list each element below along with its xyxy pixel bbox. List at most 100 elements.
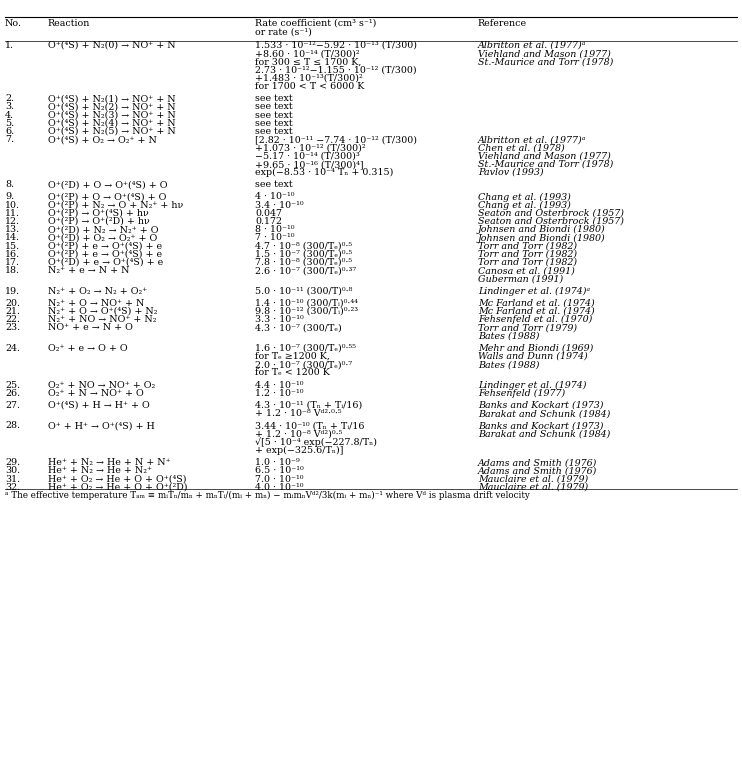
Text: O⁺(⁴S) + N₂(0) → NO⁺ + N: O⁺(⁴S) + N₂(0) → NO⁺ + N [48,41,176,50]
Text: O₂⁺ + e → O + O: O₂⁺ + e → O + O [48,344,128,353]
Text: 1.: 1. [5,41,14,50]
Text: 8 · 10⁻¹⁰: 8 · 10⁻¹⁰ [255,225,295,234]
Text: 2.0 · 10⁻⁷ (300/Tₑ)⁰·⁷: 2.0 · 10⁻⁷ (300/Tₑ)⁰·⁷ [255,360,352,369]
Text: 4.3 · 10⁻⁷ (300/Tₑ): 4.3 · 10⁻⁷ (300/Tₑ) [255,323,342,333]
Text: 18.: 18. [5,266,20,275]
Text: 4.: 4. [5,111,14,120]
Text: Torr and Torr (1982): Torr and Torr (1982) [478,250,577,259]
Text: 1.4 · 10⁻¹⁰ (300/Tᵢ)⁰·⁴⁴: 1.4 · 10⁻¹⁰ (300/Tᵢ)⁰·⁴⁴ [255,299,358,308]
Text: O⁺(²P) + e → O⁺(⁴S) + e: O⁺(²P) + e → O⁺(⁴S) + e [48,241,162,251]
Text: 27.: 27. [5,401,20,410]
Text: 4.4 · 10⁻¹⁰: 4.4 · 10⁻¹⁰ [255,381,303,390]
Text: Johnsen and Biondi (1980): Johnsen and Biondi (1980) [478,225,605,234]
Text: Torr and Torr (1979): Torr and Torr (1979) [478,323,577,333]
Text: + 1.2 · 10⁻⁸ Vᵈ²)⁰·⁵: + 1.2 · 10⁻⁸ Vᵈ²)⁰·⁵ [255,429,342,439]
Text: + 1.2 · 10⁻⁸ Vᵈ²·⁰·⁵: + 1.2 · 10⁻⁸ Vᵈ²·⁰·⁵ [255,409,341,418]
Text: 10.: 10. [5,201,20,210]
Text: 9.: 9. [5,192,14,202]
Text: Mc Farland et al. (1974): Mc Farland et al. (1974) [478,307,595,316]
Text: Banks and Kockart (1973): Banks and Kockart (1973) [478,421,603,431]
Text: 20.: 20. [5,299,20,308]
Text: 1.5 · 10⁻⁷ (300/Tₑ)⁰·⁵: 1.5 · 10⁻⁷ (300/Tₑ)⁰·⁵ [255,250,352,259]
Text: 4 · 10⁻¹⁰: 4 · 10⁻¹⁰ [255,192,295,202]
Text: 3.3 · 10⁻¹⁰: 3.3 · 10⁻¹⁰ [255,315,303,324]
Text: Fehsenfeld et al. (1970): Fehsenfeld et al. (1970) [478,315,592,324]
Text: Seaton and Osterbrock (1957): Seaton and Osterbrock (1957) [478,209,624,218]
Text: for Tₑ ≥1200 K,: for Tₑ ≥1200 K, [255,352,330,361]
Text: Bates (1988): Bates (1988) [478,332,539,340]
Text: + exp(−325.6/Tₙ)]: + exp(−325.6/Tₙ)] [255,446,344,455]
Text: for Tₑ < 1200 K: for Tₑ < 1200 K [255,368,330,377]
Text: O⁺(⁴S) + N₂(2) → NO⁺ + N: O⁺(⁴S) + N₂(2) → NO⁺ + N [48,102,176,111]
Text: St.-Maurice and Torr (1978): St.-Maurice and Torr (1978) [478,160,614,169]
Text: ᵃ The effective temperature Tₐₘ ≡ mᵢTₙ/mₙ + mₙTᵢ/(mᵢ + mₙ) − mᵢmₙVᵈ²/3k(mᵢ + mₙ): ᵃ The effective temperature Tₐₘ ≡ mᵢTₙ/m… [5,491,530,500]
Text: 5.0 · 10⁻¹¹ (300/T)⁰·⁸: 5.0 · 10⁻¹¹ (300/T)⁰·⁸ [255,287,352,295]
Text: [2.82 · 10⁻¹¹ −7.74 · 10⁻¹² (T/300): [2.82 · 10⁻¹¹ −7.74 · 10⁻¹² (T/300) [255,136,417,144]
Text: Mehr and Biondi (1969): Mehr and Biondi (1969) [478,344,594,353]
Text: Seaton and Osterbrock (1957): Seaton and Osterbrock (1957) [478,217,624,226]
Text: He⁺ + N₂ → He + N + N⁺: He⁺ + N₂ → He + N + N⁺ [48,458,171,467]
Text: Mc Farland et al. (1974): Mc Farland et al. (1974) [478,299,595,308]
Text: Chang et al. (1993): Chang et al. (1993) [478,192,571,202]
Text: O⁺(²P) → O⁺(⁴S) + hν: O⁺(²P) → O⁺(⁴S) + hν [48,209,148,218]
Text: see text: see text [255,119,292,128]
Text: 14.: 14. [5,234,20,242]
Text: O⁺ + H⁺ → O⁺(⁴S) + H: O⁺ + H⁺ → O⁺(⁴S) + H [48,421,155,431]
Text: Chang et al. (1993): Chang et al. (1993) [478,201,571,210]
Text: 7.0 · 10⁻¹⁰: 7.0 · 10⁻¹⁰ [255,474,303,484]
Text: 23.: 23. [5,323,20,333]
Text: 4.3 · 10⁻¹¹ (Tₙ + Tᵢ/16): 4.3 · 10⁻¹¹ (Tₙ + Tᵢ/16) [255,401,362,410]
Text: 9.8 · 10⁻¹² (300/Tᵢ)⁰·²³: 9.8 · 10⁻¹² (300/Tᵢ)⁰·²³ [255,307,358,316]
Text: O⁺(²P) + O → O⁺(⁴S) + O: O⁺(²P) + O → O⁺(⁴S) + O [48,192,166,202]
Text: No.: No. [5,19,22,28]
Text: He⁺ + O₂ → He + O + O⁺(⁴S): He⁺ + O₂ → He + O + O⁺(⁴S) [48,474,186,484]
Text: see text: see text [255,127,292,136]
Text: 0.047: 0.047 [255,209,282,218]
Text: 17.: 17. [5,258,20,267]
Text: Walls and Dunn (1974): Walls and Dunn (1974) [478,352,588,361]
Text: Bates (1988): Bates (1988) [478,360,539,369]
Text: Barakat and Schunk (1984): Barakat and Schunk (1984) [478,429,611,439]
Text: 2.: 2. [5,94,14,103]
Text: Viehland and Mason (1977): Viehland and Mason (1977) [478,152,611,160]
Text: +8.60 · 10⁻¹⁴ (T/300)²: +8.60 · 10⁻¹⁴ (T/300)² [255,49,360,58]
Text: Albritton et al. (1977)ᵃ: Albritton et al. (1977)ᵃ [478,41,586,50]
Text: or rate (s⁻¹): or rate (s⁻¹) [255,27,312,36]
Text: O⁺(⁴S) + N₂(1) → NO⁺ + N: O⁺(⁴S) + N₂(1) → NO⁺ + N [48,94,176,103]
Text: O₂⁺ + N → NO⁺ + O: O₂⁺ + N → NO⁺ + O [48,389,144,398]
Text: 7.8 · 10⁻⁸ (300/Tₑ)⁰·⁵: 7.8 · 10⁻⁸ (300/Tₑ)⁰·⁵ [255,258,352,267]
Text: Barakat and Schunk (1984): Barakat and Schunk (1984) [478,409,611,418]
Text: 3.44 · 10⁻¹⁰ (Tₙ + Tᵢ/16: 3.44 · 10⁻¹⁰ (Tₙ + Tᵢ/16 [255,421,364,431]
Text: 4.0 · 10⁻¹⁰: 4.0 · 10⁻¹⁰ [255,483,303,492]
Text: 13.: 13. [5,225,20,234]
Text: 21.: 21. [5,307,20,316]
Text: Torr and Torr (1982): Torr and Torr (1982) [478,258,577,267]
Text: 16.: 16. [5,250,20,259]
Text: Adams and Smith (1976): Adams and Smith (1976) [478,458,597,467]
Text: 2.73 · 10⁻¹²−1.155 · 10⁻¹² (T/300): 2.73 · 10⁻¹²−1.155 · 10⁻¹² (T/300) [255,65,416,75]
Text: NO⁺ + e → N + O: NO⁺ + e → N + O [48,323,133,333]
Text: Banks and Kockart (1973): Banks and Kockart (1973) [478,401,603,410]
Text: 29.: 29. [5,458,20,467]
Text: 2.6 · 10⁻⁷ (300/Tₑ)⁰·³⁷: 2.6 · 10⁻⁷ (300/Tₑ)⁰·³⁷ [255,266,356,275]
Text: 8.: 8. [5,180,14,189]
Text: Adams and Smith (1976): Adams and Smith (1976) [478,467,597,475]
Text: Lindinger et al. (1974): Lindinger et al. (1974) [478,381,586,390]
Text: O⁺(⁴S) + N₂(4) → NO⁺ + N: O⁺(⁴S) + N₂(4) → NO⁺ + N [48,119,176,128]
Text: 7 · 10⁻¹⁰: 7 · 10⁻¹⁰ [255,234,295,242]
Text: 0.172: 0.172 [255,217,282,226]
Text: exp(−8.53 · 10⁻⁴ Tₙ + 0.315): exp(−8.53 · 10⁻⁴ Tₙ + 0.315) [255,168,393,177]
Text: Fehsenfeld (1977): Fehsenfeld (1977) [478,389,565,398]
Text: O⁺(⁴S) + N₂(5) → NO⁺ + N: O⁺(⁴S) + N₂(5) → NO⁺ + N [48,127,176,136]
Text: +9.65 · 10⁻¹⁶ (T/300)⁴]: +9.65 · 10⁻¹⁶ (T/300)⁴] [255,160,364,169]
Text: O⁺(²P) + N₂ → O + N₂⁺ + hν: O⁺(²P) + N₂ → O + N₂⁺ + hν [48,201,183,210]
Text: He⁺ + O₂ → He + O + O⁺(²D): He⁺ + O₂ → He + O + O⁺(²D) [48,483,188,492]
Text: Guberman (1991): Guberman (1991) [478,274,563,284]
Text: 4.7 · 10⁻⁸ (300/Tₑ)⁰·⁵: 4.7 · 10⁻⁸ (300/Tₑ)⁰·⁵ [255,241,352,251]
Text: O⁺(⁴S) + N₂(3) → NO⁺ + N: O⁺(⁴S) + N₂(3) → NO⁺ + N [48,111,176,120]
Text: Rate coefficient (cm³ s⁻¹): Rate coefficient (cm³ s⁻¹) [255,19,376,28]
Text: 6.: 6. [5,127,14,136]
Text: 1.6 · 10⁻⁷ (300/Tₑ)⁰·⁵⁵: 1.6 · 10⁻⁷ (300/Tₑ)⁰·⁵⁵ [255,344,356,353]
Text: N₂⁺ + O → NO⁺ + N: N₂⁺ + O → NO⁺ + N [48,299,145,308]
Text: 28.: 28. [5,421,20,431]
